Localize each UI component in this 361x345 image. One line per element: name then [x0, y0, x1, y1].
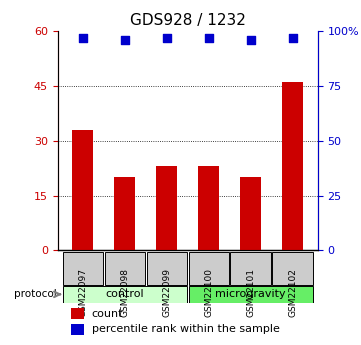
Text: count: count [92, 308, 123, 318]
Text: GSM22100: GSM22100 [204, 268, 213, 317]
Bar [240, 177, 261, 250]
Bar [198, 166, 219, 250]
Text: GSM22098: GSM22098 [120, 268, 129, 317]
Bar [71, 324, 84, 335]
Text: protocol: protocol [14, 289, 57, 299]
FancyBboxPatch shape [63, 252, 103, 285]
FancyBboxPatch shape [147, 252, 187, 285]
Point [248, 37, 253, 42]
Bar [156, 166, 177, 250]
FancyBboxPatch shape [63, 286, 187, 303]
FancyBboxPatch shape [188, 252, 229, 285]
FancyBboxPatch shape [273, 252, 313, 285]
Bar [71, 308, 84, 319]
Text: GSM22102: GSM22102 [288, 268, 297, 317]
FancyBboxPatch shape [105, 252, 145, 285]
Point [122, 37, 128, 42]
Text: microgravity: microgravity [215, 289, 286, 299]
Text: percentile rank within the sample: percentile rank within the sample [92, 324, 279, 334]
Bar [114, 177, 135, 250]
Point [164, 35, 170, 40]
Point [206, 35, 212, 40]
Point [80, 35, 86, 40]
FancyBboxPatch shape [188, 286, 313, 303]
FancyBboxPatch shape [230, 252, 271, 285]
Text: control: control [105, 289, 144, 299]
Title: GDS928 / 1232: GDS928 / 1232 [130, 13, 245, 29]
Bar [73, 130, 93, 250]
Point [290, 35, 295, 40]
Bar [282, 82, 303, 250]
Text: GSM22097: GSM22097 [78, 268, 87, 317]
Text: GSM22101: GSM22101 [246, 268, 255, 317]
Text: GSM22099: GSM22099 [162, 268, 171, 317]
